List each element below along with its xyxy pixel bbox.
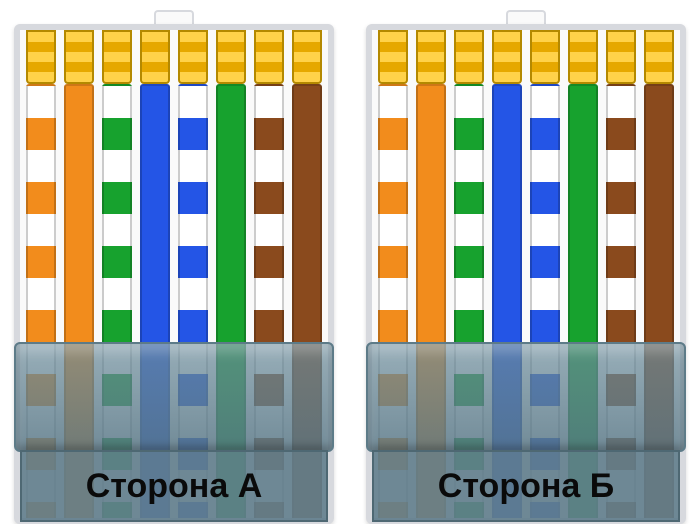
pin	[64, 30, 94, 84]
pin	[644, 30, 674, 84]
connector-a-housing: Сторона А	[14, 24, 334, 524]
connector-a-label: Сторона А	[20, 450, 328, 522]
pin	[178, 30, 208, 84]
connector-b-label-text: Сторона Б	[438, 467, 614, 506]
pin	[140, 30, 170, 84]
connector-a-tab	[154, 10, 194, 24]
connector-b-clamp	[366, 342, 686, 452]
pin	[568, 30, 598, 84]
pin	[530, 30, 560, 84]
connector-b-tab	[506, 10, 546, 24]
pin	[492, 30, 522, 84]
pin	[254, 30, 284, 84]
connector-a-clamp	[14, 342, 334, 452]
pin	[102, 30, 132, 84]
connector-a: Сторона А	[14, 0, 334, 524]
connector-b: Сторона Б	[366, 0, 686, 524]
pin	[416, 30, 446, 84]
connector-a-pins	[20, 30, 328, 84]
connector-b-pins	[372, 30, 680, 84]
pin	[606, 30, 636, 84]
connector-b-housing: Сторона Б	[366, 24, 686, 524]
connector-a-label-text: Сторона А	[86, 467, 263, 506]
connector-b-label: Сторона Б	[372, 450, 680, 522]
pin	[454, 30, 484, 84]
pin	[292, 30, 322, 84]
pin	[26, 30, 56, 84]
pin	[378, 30, 408, 84]
pin	[216, 30, 246, 84]
